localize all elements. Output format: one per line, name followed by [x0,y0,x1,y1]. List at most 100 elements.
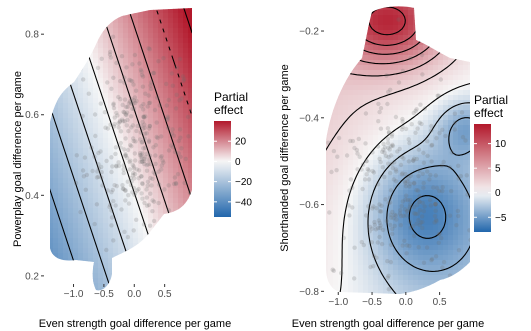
heat-cell [113,198,119,204]
data-point [402,179,408,184]
heat-cell [373,10,379,16]
data-point [141,146,146,151]
heat-cell [318,265,324,271]
heat-cell [163,73,169,79]
heat-cell [163,273,169,279]
data-point [376,119,381,124]
data-point [440,188,445,194]
heat-cell [318,155,324,161]
data-point [119,207,124,212]
heat-cell [158,13,164,19]
data-point [102,110,108,115]
heat-cell [398,85,404,91]
heat-cell [178,293,184,299]
data-point [133,100,138,106]
data-point [449,188,454,194]
heat-cell [93,78,99,84]
heat-cell [53,168,59,174]
heat-cell [53,178,59,184]
heat-cell [328,130,334,136]
heat-cell [53,188,59,194]
heat-cell [328,245,334,251]
heat-cell [368,105,374,111]
heat-cell [78,143,84,149]
heat-cell [393,10,399,16]
heat-cell [383,85,389,91]
heat-cell [338,210,344,216]
heat-cell [158,98,164,104]
heat-cell [458,160,464,166]
heat-cell [128,143,134,149]
heat-cell [328,215,334,221]
data-point [125,179,130,184]
data-point [346,203,351,208]
heat-cell [168,68,174,74]
heat-cell [353,245,359,251]
heat-cell [448,75,454,81]
heat-cell [188,198,192,204]
data-point [131,170,136,176]
heat-cell [368,250,374,256]
heat-cell [433,215,439,221]
heat-cell [463,195,469,201]
data-point [157,103,162,108]
heat-cell [468,40,470,46]
data-point [144,187,149,192]
heat-cell [368,145,374,151]
heat-cell [113,183,119,189]
heat-cell [438,120,444,126]
heat-cell [183,38,189,44]
heat-cell [158,38,164,44]
heat-cell [168,148,174,154]
heat-cell [58,63,64,69]
data-point [162,187,167,192]
heat-cell [58,253,64,259]
heat-cell [53,83,59,89]
heat-cell [50,208,54,214]
data-point [407,243,412,249]
heat-cell [326,25,329,31]
heat-cell [378,115,384,121]
heat-cell [373,40,379,46]
heat-cell [88,198,94,204]
heat-cell [53,208,59,214]
data-point [130,62,135,67]
heat-cell [183,213,189,219]
heat-cell [333,90,339,96]
heat-cell [118,263,124,269]
heat-cell [153,83,159,89]
heat-cell [113,288,119,291]
heat-cell [326,15,329,21]
heat-cell [458,20,464,26]
heat-cell [433,60,439,66]
heat-cell [118,78,124,84]
heat-cell [378,15,384,21]
heat-cell [388,225,394,231]
heat-cell [188,8,192,14]
heat-cell [163,18,169,24]
heat-cell [333,275,339,281]
heat-cell [453,35,459,41]
heat-cell [398,180,404,186]
heat-cell [333,85,339,91]
heat-cell [188,58,192,64]
heat-cell [173,143,179,149]
heat-cell [463,145,469,151]
heat-cell [118,273,124,279]
heat-cell [413,255,419,261]
heat-cell [168,158,174,164]
heat-cell [448,90,454,96]
heat-cell [353,290,359,294]
heat-cell [128,148,134,154]
heat-cell [58,248,64,254]
heat-cell [143,228,149,234]
data-point [148,175,153,181]
heat-cell [378,285,384,291]
heat-cell [413,285,419,291]
heat-cell [138,63,144,69]
heat-cell [326,60,329,66]
heat-cell [333,115,339,121]
heat-cell [353,140,359,146]
data-point [165,116,170,121]
heat-cell [148,208,154,214]
